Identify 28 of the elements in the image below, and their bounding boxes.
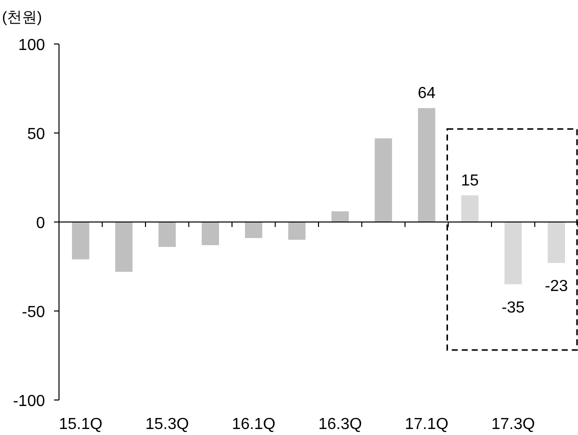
x-tick-label: 16.1Q <box>232 416 276 433</box>
bar <box>202 222 220 246</box>
bar <box>504 222 522 284</box>
y-tick-label: 100 <box>18 37 46 54</box>
y-tick-label: 50 <box>27 126 46 143</box>
bar <box>244 222 262 238</box>
bar <box>72 222 90 260</box>
bar <box>288 222 306 240</box>
bar <box>548 222 566 263</box>
bar <box>115 222 133 272</box>
data-label: 15 <box>460 172 479 190</box>
bar <box>374 138 392 222</box>
x-tick-label: 16.3Q <box>318 416 362 433</box>
data-label: -23 <box>544 278 568 295</box>
x-tick-label: 17.3Q <box>491 416 535 433</box>
bar <box>331 211 349 222</box>
bar <box>418 108 436 222</box>
data-label: -35 <box>502 299 525 316</box>
x-tick-label: 15.3Q <box>145 416 189 433</box>
x-tick-label: 17.1Q <box>404 416 448 433</box>
bar <box>158 222 176 247</box>
y-tick-label: -50 <box>22 304 46 321</box>
bar <box>461 195 479 222</box>
y-tick-label: -100 <box>12 393 46 410</box>
y-axis-title: (천원) <box>2 9 42 26</box>
y-tick-label: 0 <box>36 215 46 232</box>
x-tick-label: 15.1Q <box>58 416 102 433</box>
data-label: 64 <box>418 85 436 102</box>
